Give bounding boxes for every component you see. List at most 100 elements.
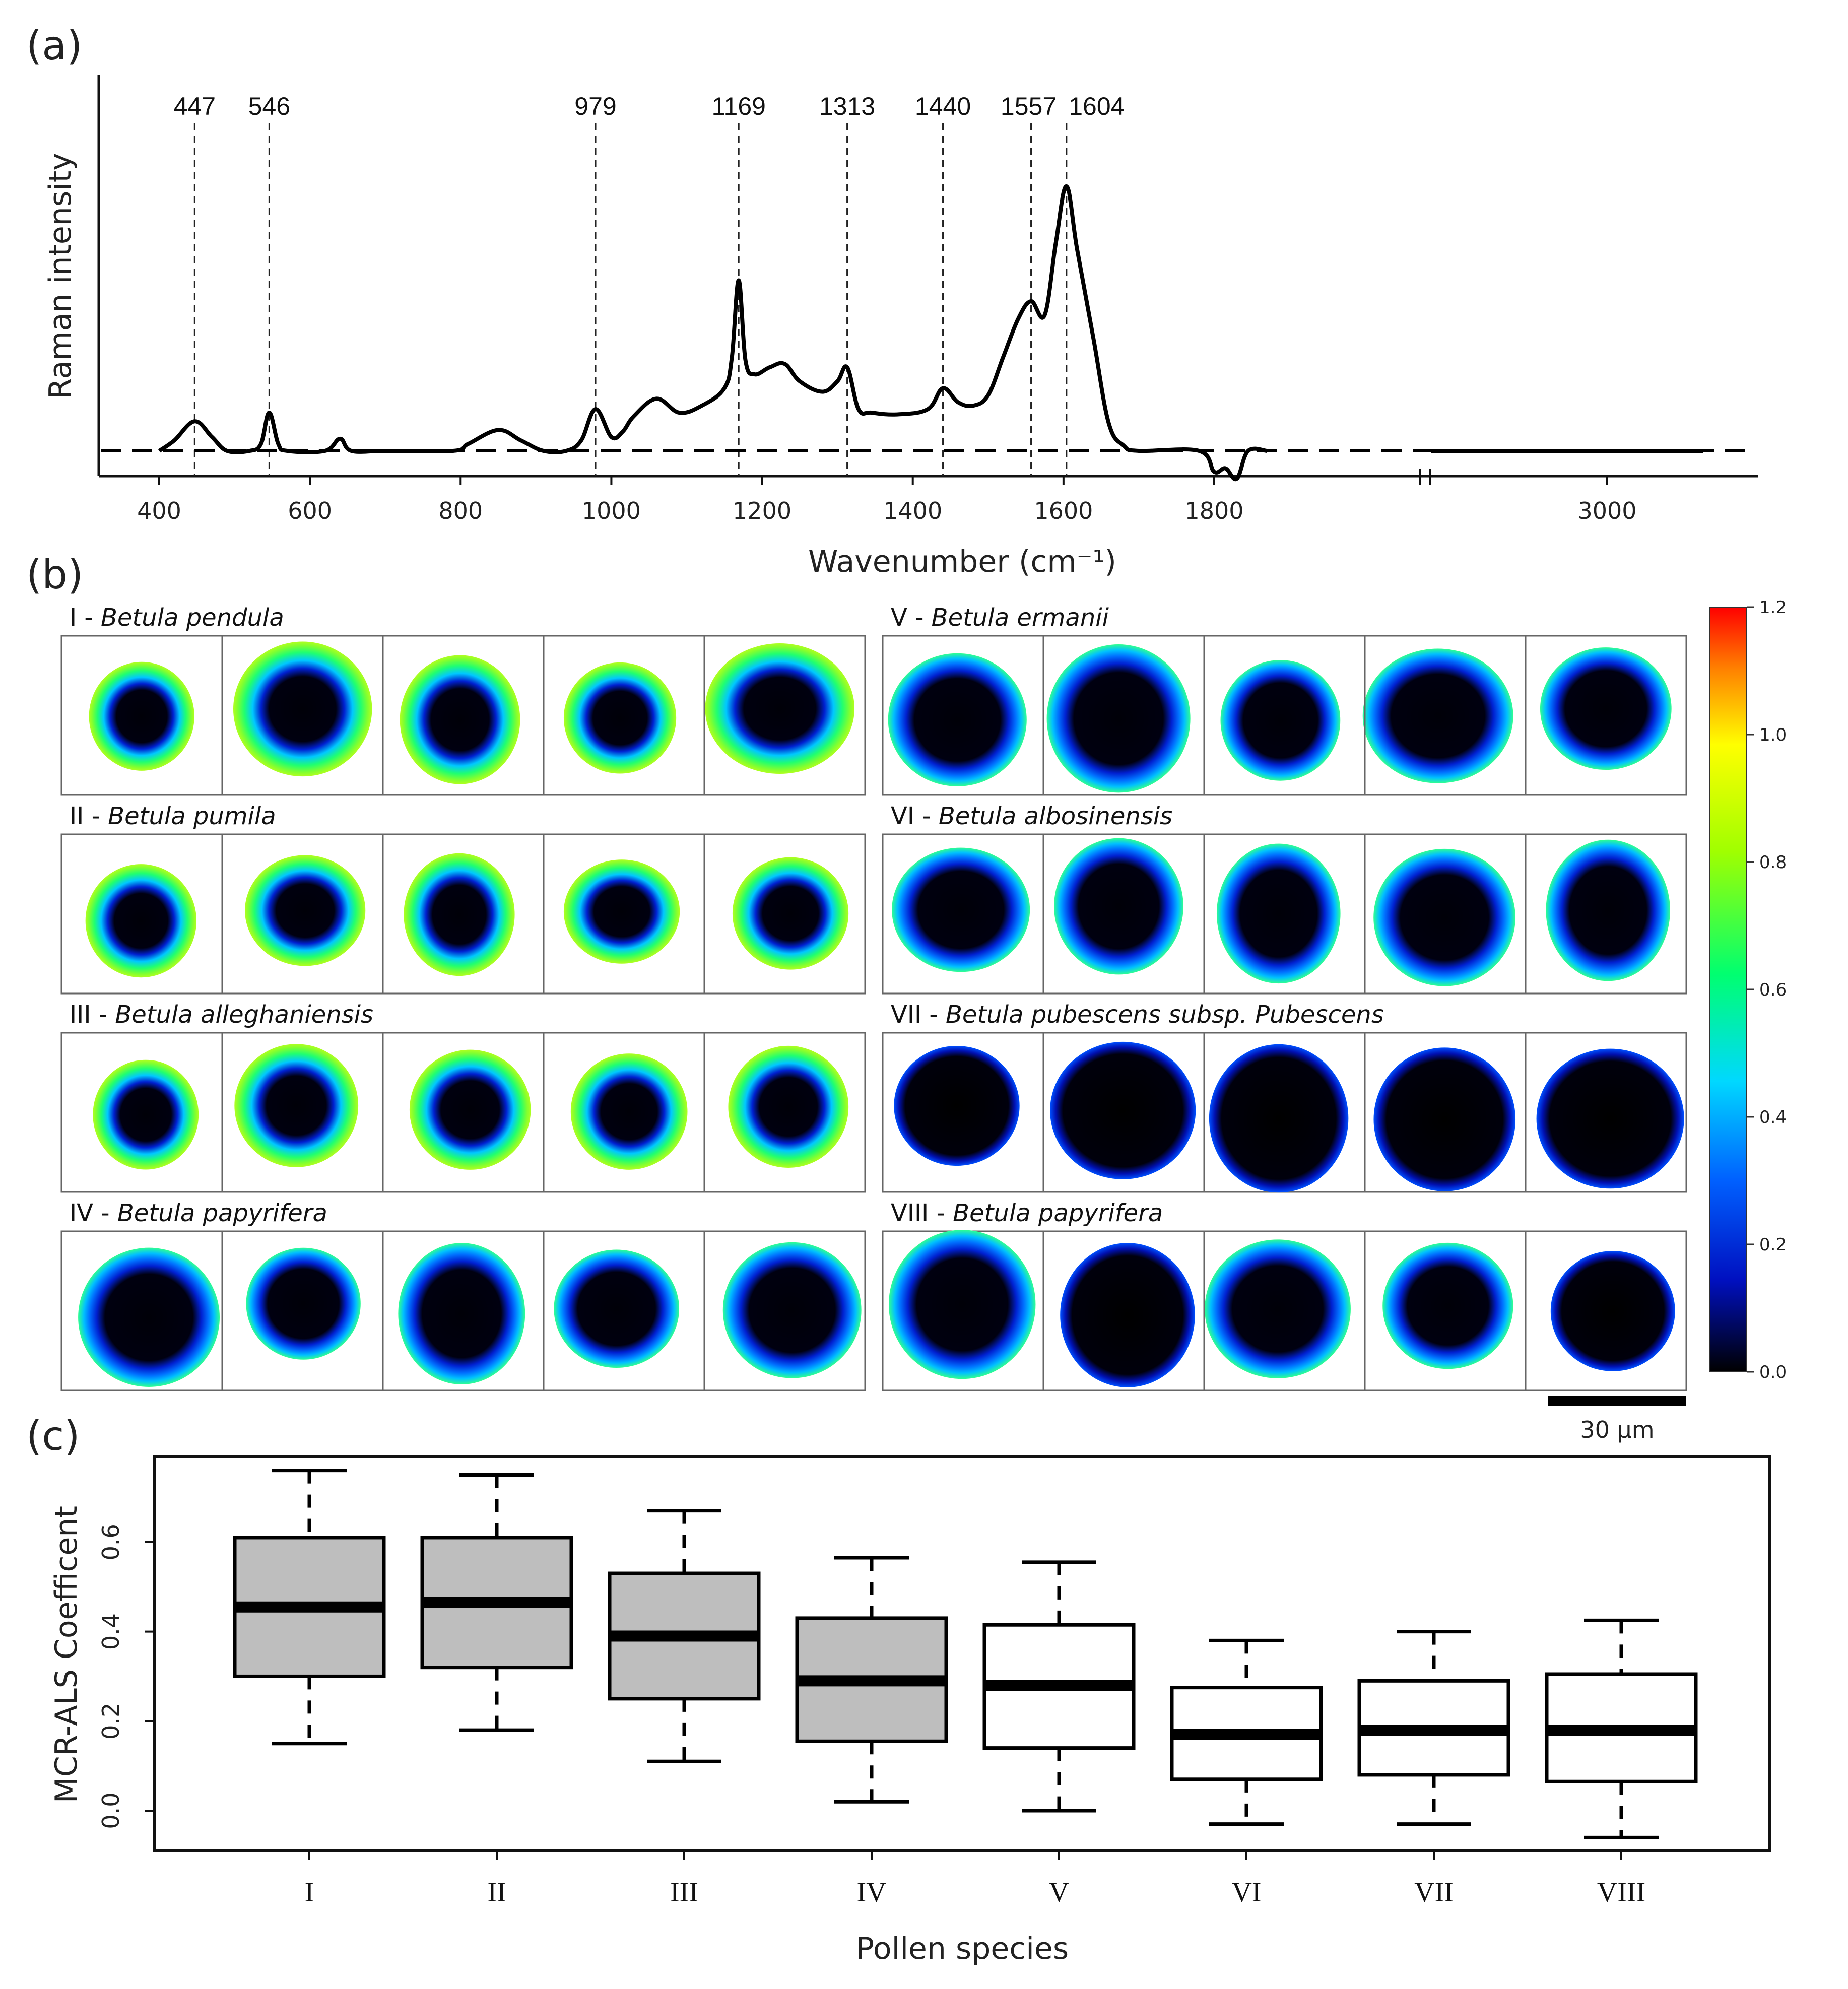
- boxplot-x-tick-label: V: [1049, 1877, 1069, 1908]
- pollen-grain-map: [1050, 1041, 1196, 1179]
- species-title: III - Betula alleghaniensis: [70, 1001, 373, 1029]
- spectrum-x-tick-label: 800: [438, 497, 483, 524]
- pollen-grain-map: [246, 1247, 361, 1360]
- panel-b-label: (b): [26, 551, 83, 598]
- boxplot-x-tick-label: IV: [856, 1877, 886, 1908]
- species-numeral: V -: [891, 604, 932, 632]
- peak-label: 1604: [1069, 92, 1125, 120]
- pollen-grain-map: [1054, 838, 1183, 975]
- boxplot-x-tick-label: I: [305, 1877, 314, 1908]
- pollen-grain-map: [93, 1059, 199, 1170]
- mcr-als-boxplot: 0.00.20.40.6 I II III IV V VI VII VIII MCR-ALS …: [49, 1455, 1771, 1966]
- pollen-grain-map: [888, 653, 1027, 786]
- boxplot-y-tick-label: 0.0: [97, 1792, 124, 1829]
- box-V: [982, 1560, 1136, 1813]
- colorbar-tick-label: 0.4: [1759, 1107, 1787, 1128]
- peak-label: 979: [574, 92, 616, 120]
- peak-label: 1557: [1001, 92, 1057, 120]
- pollen-image-grid: I - Betula pendula II - Betula pumila III …: [60, 604, 1687, 1391]
- boxplot-y-axis-title: MCR-ALS Coefficent: [49, 1506, 84, 1803]
- species-name: Betula papyrifera: [953, 1199, 1163, 1227]
- spectrum-x-tick-label: 600: [288, 497, 332, 524]
- pollen-grain-map: [400, 655, 520, 784]
- pollen-grain-map: [732, 857, 849, 970]
- pollen-grain-map: [1209, 1044, 1349, 1193]
- pollen-grain-map: [554, 1249, 680, 1368]
- species-title: VII - Betula pubescens subsp. Pubescens: [891, 1001, 1384, 1029]
- scale-bar-line: [1548, 1396, 1686, 1406]
- pollen-grain-map: [1205, 1239, 1351, 1378]
- box-VI: [1170, 1638, 1323, 1826]
- species-numeral: III -: [70, 1001, 115, 1029]
- pollen-grain-map: [1373, 848, 1515, 986]
- spectrum-x-tick-label: 1800: [1184, 497, 1243, 524]
- species-title: VI - Betula albosinensis: [891, 802, 1172, 830]
- spectrum-y-axis-title: Raman intensity: [43, 153, 78, 400]
- pollen-grain-map: [85, 864, 197, 978]
- boxplot-y-tick-label: 0.4: [97, 1613, 124, 1650]
- species-numeral: VIII -: [891, 1199, 953, 1227]
- pollen-grain-map: [570, 1053, 688, 1170]
- peak-label: 1440: [915, 92, 971, 120]
- pollen-grain-map: [722, 1242, 862, 1378]
- species-name: Betula albosinensis: [939, 802, 1172, 830]
- boxplot-y-tick-label: 0.6: [97, 1523, 124, 1560]
- boxplot-x-tick-label: VI: [1231, 1877, 1261, 1908]
- pollen-grain-map: [78, 1247, 220, 1387]
- spectrum-x-tick-label: 3000: [1577, 497, 1636, 524]
- species-numeral: I -: [70, 604, 101, 632]
- spectrum-x-tick-label: 1000: [582, 497, 641, 524]
- species-name: Betula pubescens subsp. Pubescens: [946, 1001, 1384, 1029]
- pollen-grain-map: [1382, 1242, 1513, 1369]
- spectrum-line: [158, 184, 1268, 482]
- species-title: II - Betula pumila: [70, 802, 276, 830]
- peak-label: 447: [174, 92, 216, 120]
- pollen-grain-map: [1540, 647, 1672, 770]
- boxplot-x-axis-title: Pollen species: [856, 1931, 1069, 1966]
- panel-a-label: (a): [26, 22, 82, 69]
- species-title: VIII - Betula papyrifera: [891, 1199, 1163, 1227]
- pollen-grain-map: [1216, 843, 1341, 984]
- boxplot-x-tick-label: VII: [1414, 1877, 1454, 1908]
- species-title: V - Betula ermanii: [891, 604, 1109, 632]
- pollen-grain-map: [1550, 1251, 1675, 1371]
- pollen-grain-map: [563, 859, 680, 964]
- peak-label: 546: [248, 92, 290, 120]
- species-numeral: VI -: [891, 802, 939, 830]
- pollen-grain-map: [233, 641, 372, 777]
- colorbar-tick-label: 1.2: [1759, 598, 1787, 618]
- species-name: Betula ermanii: [932, 604, 1109, 632]
- species-title: IV - Betula papyrifera: [70, 1199, 327, 1227]
- pollen-grain-map: [1546, 839, 1670, 981]
- box-II: [420, 1473, 573, 1732]
- species-numeral: IV -: [70, 1199, 117, 1227]
- spectrum-x-tick-label: 1200: [733, 497, 791, 524]
- box-IV: [795, 1556, 948, 1804]
- pollen-grain-map: [234, 1044, 359, 1167]
- peak-label: 1169: [711, 92, 766, 120]
- species-name: Betula papyrifera: [117, 1199, 327, 1227]
- box-I: [233, 1469, 386, 1746]
- species-name: Betula alleghaniensis: [115, 1001, 373, 1029]
- pollen-grain-map: [1046, 644, 1191, 793]
- box-III: [608, 1509, 761, 1763]
- scale-bar: 30 µm: [1548, 1396, 1686, 1443]
- boxplot-frame: [153, 1455, 1771, 1852]
- spectrum-x-tick-label: 1600: [1034, 497, 1093, 524]
- pollen-grain-map: [563, 662, 677, 774]
- pollen-grain-map: [1060, 1243, 1195, 1387]
- pollen-grain-map: [404, 853, 515, 976]
- colorbar-gradient: [1709, 607, 1747, 1372]
- pollen-grain-map: [888, 1230, 1036, 1379]
- pollen-grain-map: [1373, 1047, 1516, 1191]
- boxplot-y-tick-label: 0.2: [97, 1703, 124, 1740]
- pollen-grain-map: [705, 643, 855, 774]
- boxplot-x-tick-label: II: [487, 1877, 506, 1908]
- pollen-grain-map: [89, 661, 194, 771]
- colorbar-tick-label: 0.8: [1759, 852, 1787, 873]
- colorbar-tick-label: 0.0: [1759, 1362, 1787, 1382]
- spectrum-x-tick-label: 1400: [883, 497, 942, 524]
- pollen-grain-map: [1362, 648, 1513, 783]
- species-numeral: II -: [70, 802, 108, 830]
